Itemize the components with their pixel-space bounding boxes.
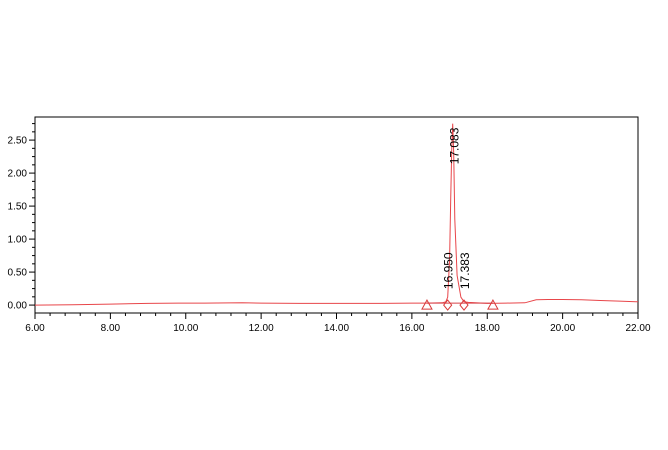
peak-retention-label: 17.083 — [448, 127, 462, 164]
y-tick-label: 1.50 — [8, 202, 28, 213]
peak-markers — [421, 299, 499, 311]
peak-diamond-marker — [443, 299, 453, 311]
y-tick-label: 1.00 — [8, 235, 28, 246]
x-tick-label: 14.00 — [324, 323, 349, 334]
chromatogram-trace — [34, 123, 639, 306]
x-tick-label: 18.00 — [475, 323, 500, 334]
y-axis: 0.00 0.50 1.00 1.50 2.00 2.50 — [8, 123, 35, 312]
x-tick-label: 8.00 — [101, 323, 121, 334]
plot-area — [34, 116, 639, 314]
series-layer — [34, 123, 639, 306]
peak-boundary-triangle-marker — [487, 299, 499, 310]
peak-diamond-marker — [459, 299, 469, 311]
x-tick-label: 10.00 — [173, 323, 198, 334]
peak-annotations: 17.083 16.950 17.383 — [442, 127, 472, 289]
y-tick-label: 2.00 — [8, 169, 28, 180]
y-tick-label: 0.50 — [8, 268, 28, 279]
x-tick-label: 6.00 — [25, 323, 45, 334]
peak-retention-label: 16.950 — [442, 252, 456, 289]
x-tick-label: 22.00 — [625, 323, 650, 334]
x-tick-label: 20.00 — [550, 323, 575, 334]
peak-boundary-triangle-marker — [421, 299, 433, 310]
peak-retention-label: 17.383 — [458, 252, 472, 289]
y-tick-label: 2.50 — [8, 136, 28, 147]
x-tick-label: 16.00 — [399, 323, 424, 334]
x-axis: 6.00 8.00 10.00 12.00 14.00 16.00 18.00 20.00 22… — [25, 313, 651, 334]
y-tick-label: 0.00 — [8, 301, 28, 312]
x-tick-label: 12.00 — [249, 323, 274, 334]
